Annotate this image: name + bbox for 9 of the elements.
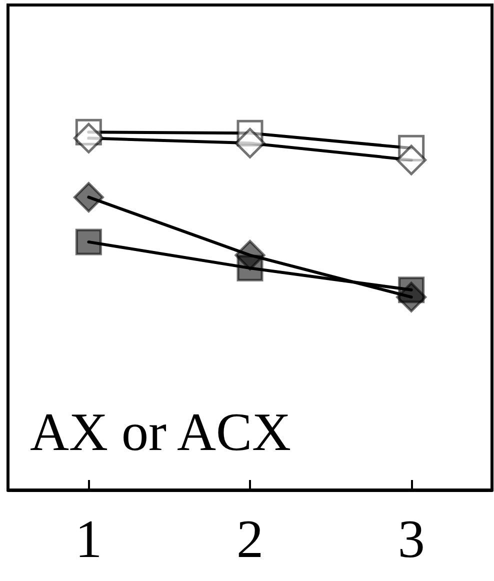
annotation: AX or ACX [30,402,292,462]
point [75,228,102,256]
point [73,122,104,154]
point [234,128,266,158]
point [73,182,104,212]
x-tick-label: 2 [236,509,264,569]
x-tick-label: 1 [75,509,102,569]
x-tick-label: 3 [398,509,425,569]
point [396,144,427,176]
